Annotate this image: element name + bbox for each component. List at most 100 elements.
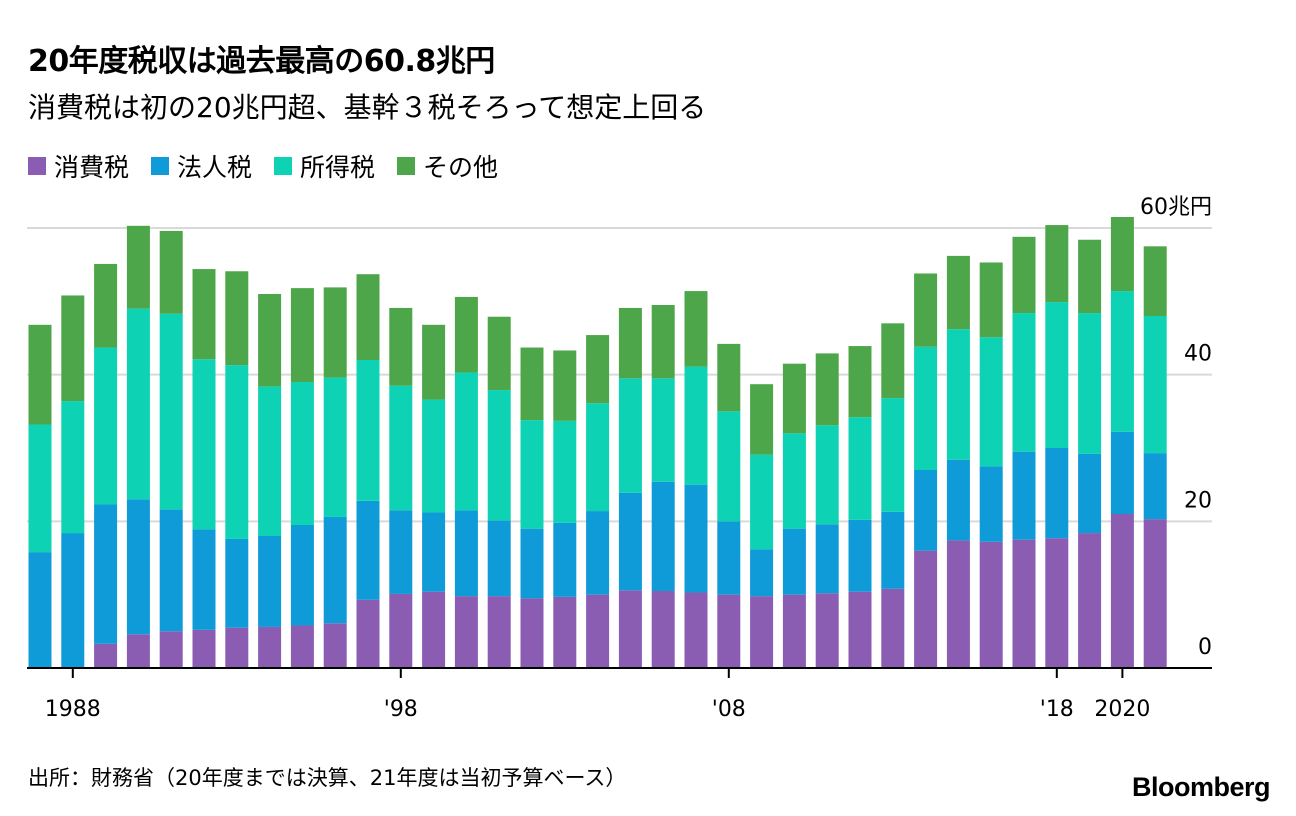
bar-income-2009 xyxy=(750,454,774,550)
bar-income-2020 xyxy=(1110,291,1134,432)
bar-consumption-2021 xyxy=(1143,519,1167,668)
x-tick-label-2020: 2020 xyxy=(1094,697,1150,722)
stacked-bar-chart: 0 20 40 60兆円 1988 '98 '08 '18 2020 xyxy=(27,195,1212,722)
bar-other-2014 xyxy=(914,273,938,347)
bar-corporate-1989 xyxy=(94,504,118,644)
bar-income-2015 xyxy=(946,329,970,460)
bar-corporate-1994 xyxy=(258,536,282,627)
bar-corporate-2012 xyxy=(848,519,872,592)
bar-income-1987 xyxy=(28,424,52,553)
bar-corporate-2015 xyxy=(946,459,970,541)
bar-corporate-2008 xyxy=(717,521,741,595)
bar-other-1988 xyxy=(61,295,85,402)
bar-income-1997 xyxy=(356,360,380,501)
bar-income-2017 xyxy=(1012,313,1036,452)
bar-corporate-1988 xyxy=(61,533,85,668)
bar-consumption-2017 xyxy=(1012,539,1036,668)
bar-other-1997 xyxy=(356,274,380,360)
x-tick-label-1988: 1988 xyxy=(45,697,101,722)
bar-other-2005 xyxy=(618,307,642,379)
bar-corporate-1987 xyxy=(28,552,52,668)
bar-consumption-1993 xyxy=(225,627,249,668)
bar-other-2018 xyxy=(1045,225,1069,303)
bar-other-1995 xyxy=(290,288,314,382)
y-tick-label-40: 40 xyxy=(1184,342,1212,367)
bar-other-1993 xyxy=(225,271,249,366)
bar-consumption-2003 xyxy=(553,596,577,668)
bar-corporate-2018 xyxy=(1045,448,1069,539)
bar-other-2019 xyxy=(1078,239,1102,314)
bar-income-2006 xyxy=(651,378,675,482)
bar-other-1989 xyxy=(94,263,118,348)
bar-other-2021 xyxy=(1143,246,1167,316)
bar-income-2021 xyxy=(1143,316,1167,454)
bar-income-2013 xyxy=(881,398,905,512)
bar-income-2004 xyxy=(586,403,610,512)
bar-consumption-1991 xyxy=(159,631,183,668)
bar-other-2016 xyxy=(979,262,1003,338)
bar-income-1990 xyxy=(126,308,150,500)
bar-other-2004 xyxy=(586,335,610,404)
legend-swatch-corporate xyxy=(151,157,170,175)
bar-corporate-2009 xyxy=(750,549,774,597)
bar-income-2008 xyxy=(717,411,741,522)
bar-corporate-2014 xyxy=(914,470,938,551)
bar-consumption-1994 xyxy=(258,626,282,668)
bar-income-2003 xyxy=(553,420,577,523)
bar-other-2017 xyxy=(1012,236,1036,314)
bar-corporate-1993 xyxy=(225,538,249,628)
bar-corporate-1999 xyxy=(422,512,446,592)
bar-corporate-1997 xyxy=(356,500,380,600)
legend-label-consumption: 消費税 xyxy=(54,153,130,182)
bar-other-2020 xyxy=(1110,217,1134,292)
bar-income-1993 xyxy=(225,365,249,539)
bar-consumption-2016 xyxy=(979,541,1003,668)
bar-income-2014 xyxy=(914,346,938,470)
bar-other-2006 xyxy=(651,305,675,379)
bar-other-2003 xyxy=(553,350,577,421)
bar-consumption-1989 xyxy=(94,643,118,668)
legend-item-corporate: 法人税 xyxy=(151,148,252,184)
bar-income-2001 xyxy=(487,390,511,521)
bar-other-2009 xyxy=(750,384,774,455)
bar-corporate-2019 xyxy=(1078,453,1102,534)
bar-corporate-1995 xyxy=(290,525,314,626)
bar-corporate-2011 xyxy=(815,524,839,594)
bar-consumption-2008 xyxy=(717,594,741,668)
legend-label-income: 所得税 xyxy=(300,153,376,182)
bar-other-1998 xyxy=(389,307,413,386)
bar-corporate-2003 xyxy=(553,522,577,597)
bar-consumption-2019 xyxy=(1078,533,1102,668)
bar-corporate-2007 xyxy=(684,484,708,593)
bar-corporate-1998 xyxy=(389,510,413,594)
chart-legend: 消費税 法人税 所得税 その他 xyxy=(28,148,498,184)
bar-income-1999 xyxy=(422,399,446,513)
bar-income-1998 xyxy=(389,385,413,511)
bar-other-1991 xyxy=(159,230,183,314)
bar-consumption-2004 xyxy=(586,594,610,668)
bar-other-2007 xyxy=(684,291,708,367)
bar-consumption-2001 xyxy=(487,596,511,668)
source-note: 出所：財務省（20年度までは決算、21年度は当初予算ベース） xyxy=(28,766,627,790)
bar-consumption-1992 xyxy=(192,629,216,668)
bar-income-2000 xyxy=(454,372,478,511)
bar-consumption-2010 xyxy=(782,594,806,668)
bar-corporate-1996 xyxy=(323,516,347,624)
bar-corporate-2021 xyxy=(1143,453,1167,520)
bar-consumption-2011 xyxy=(815,593,839,668)
bar-consumption-2005 xyxy=(618,590,642,668)
bar-income-2018 xyxy=(1045,302,1069,448)
bar-income-2010 xyxy=(782,433,806,529)
bar-income-1989 xyxy=(94,347,118,505)
bar-consumption-1996 xyxy=(323,623,347,668)
bar-other-2015 xyxy=(946,255,970,330)
bar-income-1992 xyxy=(192,359,216,530)
bar-income-2002 xyxy=(520,420,544,529)
bar-consumption-1998 xyxy=(389,593,413,668)
legend-label-other: その他 xyxy=(423,153,499,182)
bar-other-2000 xyxy=(454,296,478,373)
bar-consumption-2014 xyxy=(914,550,938,668)
bar-other-2011 xyxy=(815,353,839,426)
legend-label-corporate: 法人税 xyxy=(177,153,253,182)
y-tick-label-20: 20 xyxy=(1184,488,1212,513)
